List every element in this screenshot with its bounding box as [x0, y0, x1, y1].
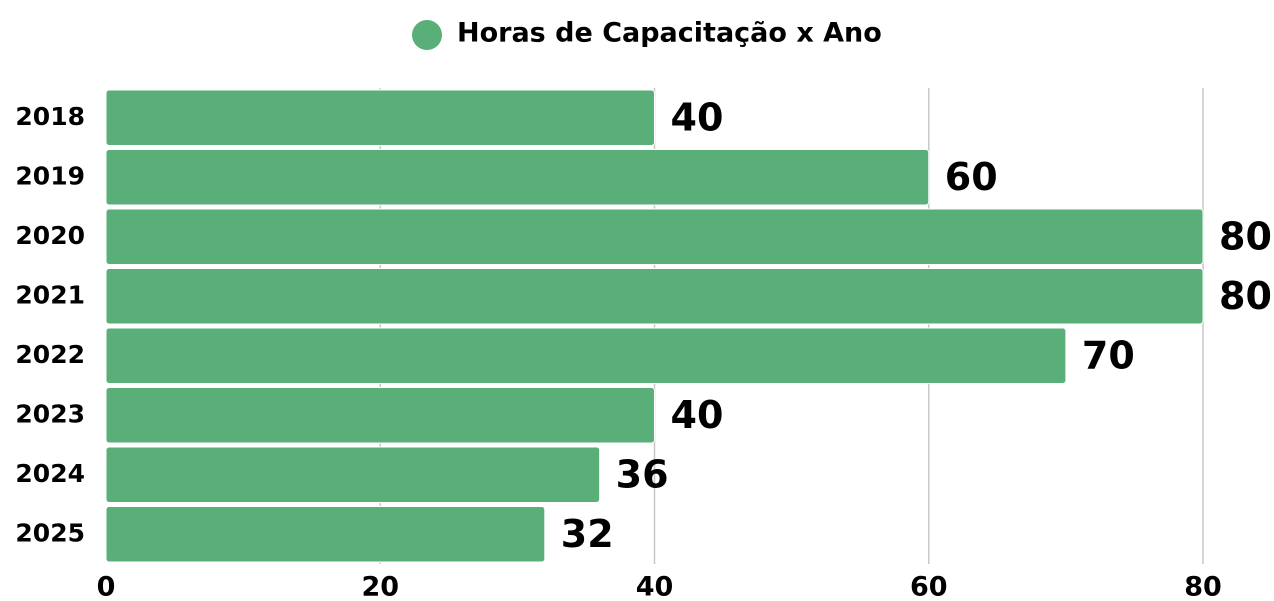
value-label: 40 — [671, 95, 724, 139]
y-tick-label: 2024 — [15, 459, 85, 488]
y-tick-label: 2020 — [15, 221, 85, 250]
value-label: 70 — [1082, 333, 1135, 377]
y-tick-label: 2023 — [15, 399, 85, 428]
x-tick-label: 40 — [636, 572, 674, 601]
legend-label: Horas de Capacitação x Ano — [457, 18, 882, 49]
y-tick-label: 2021 — [15, 280, 85, 309]
y-tick-label: 2019 — [15, 161, 85, 190]
bar — [105, 387, 655, 444]
bar — [105, 327, 1067, 384]
x-tick-label: 80 — [1184, 572, 1222, 601]
bar — [105, 149, 930, 206]
y-tick-label: 2025 — [15, 518, 85, 547]
value-label: 80 — [1219, 274, 1272, 318]
value-label: 36 — [616, 452, 669, 496]
value-label: 32 — [561, 512, 614, 556]
bar — [105, 208, 1204, 265]
y-tick-label: 2018 — [15, 102, 85, 131]
legend-marker — [412, 20, 442, 50]
value-label: 60 — [945, 155, 998, 199]
y-tick-label: 2022 — [15, 340, 85, 369]
value-label: 80 — [1219, 214, 1272, 258]
x-tick-label: 20 — [361, 572, 399, 601]
bar — [105, 446, 601, 503]
x-tick-label: 0 — [97, 572, 116, 601]
value-label: 40 — [671, 393, 724, 437]
x-tick-label: 60 — [910, 572, 948, 601]
bar — [105, 89, 655, 146]
bar — [105, 506, 546, 563]
bar — [105, 268, 1204, 325]
